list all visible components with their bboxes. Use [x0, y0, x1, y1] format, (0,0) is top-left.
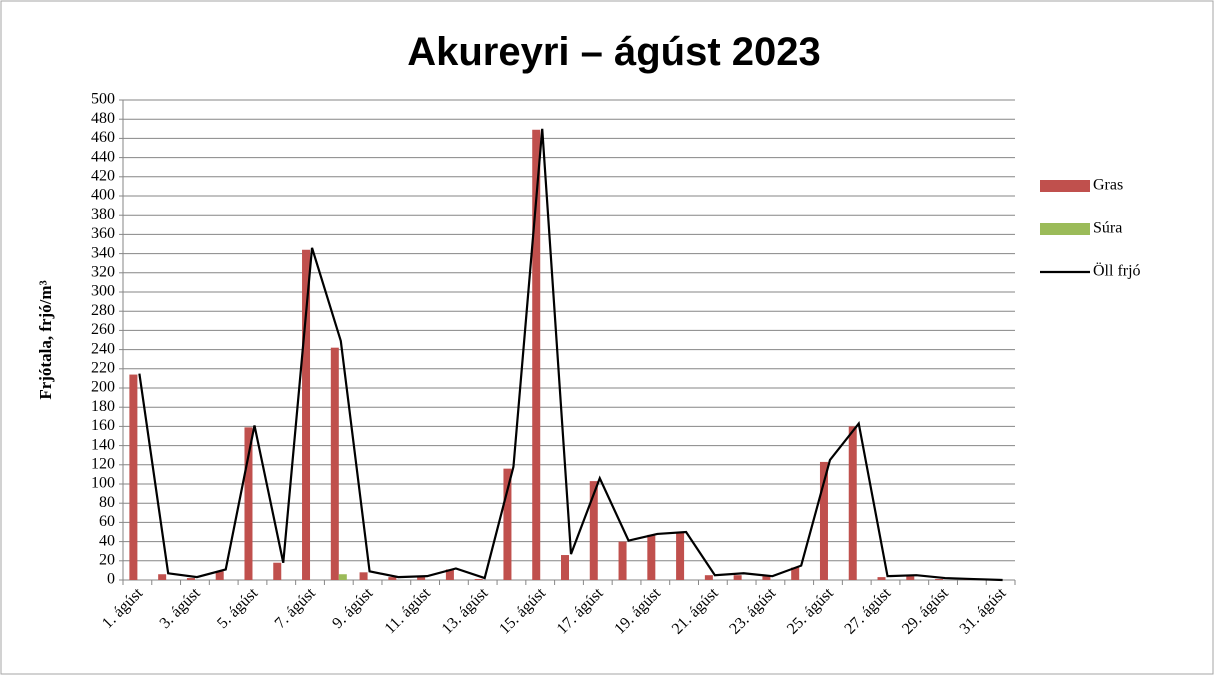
bar [906, 576, 915, 580]
chart-title: Akureyri – ágúst 2023 [407, 30, 821, 74]
y-tick-label: 380 [91, 206, 115, 223]
bar [186, 578, 195, 580]
y-tick-label: 180 [91, 398, 115, 415]
bar [302, 249, 311, 580]
y-tick-label: 320 [91, 263, 115, 280]
bar [359, 572, 368, 580]
y-tick-label: 0 [107, 571, 115, 588]
bar [676, 532, 685, 580]
y-tick-label: 420 [91, 167, 115, 184]
bar [474, 579, 483, 580]
bar [877, 577, 886, 580]
bar [215, 571, 224, 580]
bar [935, 579, 944, 580]
bar [129, 374, 138, 580]
bar [273, 562, 282, 580]
y-tick-label: 220 [91, 359, 115, 376]
y-tick-label: 60 [99, 513, 115, 530]
bar [532, 129, 541, 580]
y-tick-label: 80 [99, 494, 115, 511]
bar [819, 461, 828, 580]
y-tick-label: 400 [91, 187, 115, 204]
bar [388, 577, 397, 580]
bar [733, 575, 742, 580]
bar [791, 567, 800, 580]
bar [762, 576, 771, 580]
bar [338, 574, 347, 580]
bar [618, 541, 627, 580]
legend-label: Gras [1093, 177, 1123, 194]
y-tick-label: 20 [99, 551, 115, 568]
bar [244, 427, 253, 580]
legend-label: Öll frjó [1093, 262, 1141, 280]
y-tick-label: 100 [91, 475, 115, 492]
legend-swatch [1040, 180, 1090, 192]
y-tick-label: 440 [91, 148, 115, 165]
bar [561, 555, 569, 580]
y-tick-label: 160 [91, 417, 115, 434]
y-tick-label: 460 [91, 129, 115, 146]
legend-label: Súra [1093, 220, 1122, 237]
bar [158, 574, 167, 580]
line [138, 128, 1003, 582]
y-tick-label: 300 [91, 283, 115, 300]
y-tick-label: 200 [91, 379, 115, 396]
bar [589, 481, 598, 580]
y-tick-label: 280 [91, 302, 115, 319]
y-tick-label: 360 [91, 225, 115, 242]
bar [503, 468, 512, 580]
legend-swatch [1040, 223, 1090, 235]
y-tick-label: 260 [91, 321, 115, 338]
y-tick-label: 140 [91, 436, 115, 453]
y-tick-label: 120 [91, 455, 115, 472]
y-tick-label: 240 [91, 340, 115, 357]
bar [330, 347, 339, 580]
y-tick-label: 500 [91, 91, 115, 108]
y-axis-label: Frjótala, frjó/m³ [36, 280, 55, 399]
bar [417, 577, 426, 580]
y-tick-label: 340 [91, 244, 115, 261]
y-tick-label: 40 [99, 532, 115, 549]
y-tick-label: 480 [91, 110, 115, 127]
bar [647, 534, 656, 580]
bar [848, 426, 857, 580]
bar [445, 569, 454, 580]
bar [704, 575, 713, 580]
